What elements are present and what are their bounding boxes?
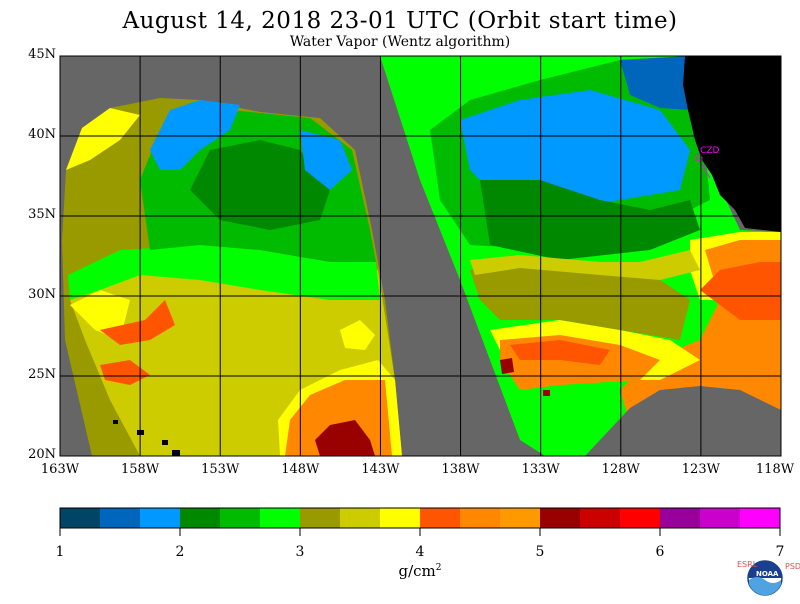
latitude-label: 35N (28, 207, 56, 222)
lat-lon-grid (60, 56, 781, 456)
station-label: CZD (700, 146, 720, 156)
colorbar-swatch (420, 508, 460, 528)
colorbar-units: g/cm2 (398, 562, 442, 580)
longitude-label: 153W (201, 462, 240, 477)
longitude-label: 143W (361, 462, 400, 477)
colorbar-swatch (660, 508, 700, 528)
longitude-label: 123W (681, 462, 720, 477)
colorbar-swatch (380, 508, 420, 528)
latitude-label: 40N (28, 127, 56, 142)
colorbar-swatch (180, 508, 220, 528)
colorbar-swatch (220, 508, 260, 528)
colorbar-swatch (140, 508, 180, 528)
logo-name: NOAA (756, 570, 779, 578)
colorbar-tick-label: 6 (655, 544, 665, 560)
station-marker-czd (695, 154, 711, 179)
longitude-label: 118W (755, 462, 795, 477)
colorbar-swatch (100, 508, 140, 528)
latitude-label: 25N (28, 367, 56, 382)
longitude-label: 138W (441, 462, 480, 477)
longitude-label: 128W (601, 462, 640, 477)
right-swath (380, 56, 781, 456)
longitude-label: 148W (281, 462, 320, 477)
colorbar-swatch (500, 508, 540, 528)
map-border (59, 55, 782, 457)
colorbar-swatch (580, 508, 620, 528)
colorbar-tick-label: 2 (175, 544, 185, 560)
longitude-label: 158W (121, 462, 160, 477)
land-area (683, 56, 781, 232)
colorbar-swatch (300, 508, 340, 528)
colorbar-tick-label: 5 (535, 544, 545, 560)
colorbar-tick-label: 3 (295, 544, 305, 560)
colorbar-swatch (460, 508, 500, 528)
colorbar-swatch (260, 508, 300, 528)
colorbar-tick-label: 1 (55, 544, 65, 560)
colorbar-tick-label: 4 (415, 544, 425, 560)
colorbar-swatch (620, 508, 660, 528)
longitude-label: 163W (40, 462, 80, 477)
colorbar-swatch (740, 508, 780, 528)
latitude-label: 30N (28, 287, 56, 302)
noaa-logo: ESRL PSD NOAA (735, 556, 800, 600)
latitude-label: 20N (28, 447, 56, 462)
left-swath (62, 98, 402, 456)
logo-right-letters: PSD (785, 562, 800, 571)
logo-left-letters: ESRL (737, 560, 758, 569)
colorbar-swatch (60, 508, 100, 528)
map-subtitle: Water Vapor (Wentz algorithm) (289, 34, 511, 50)
colorbar-swatch (700, 508, 740, 528)
latitude-label: 45N (28, 47, 56, 62)
colorbar-swatch (340, 508, 380, 528)
colorbar-swatch (540, 508, 580, 528)
longitude-label: 133W (521, 462, 560, 477)
map-title: August 14, 2018 23-01 UTC (Orbit start t… (122, 8, 678, 34)
noaa-logo-icon (747, 560, 783, 596)
colorbar (59, 507, 781, 536)
colorbar-tick-label: 7 (775, 544, 785, 560)
